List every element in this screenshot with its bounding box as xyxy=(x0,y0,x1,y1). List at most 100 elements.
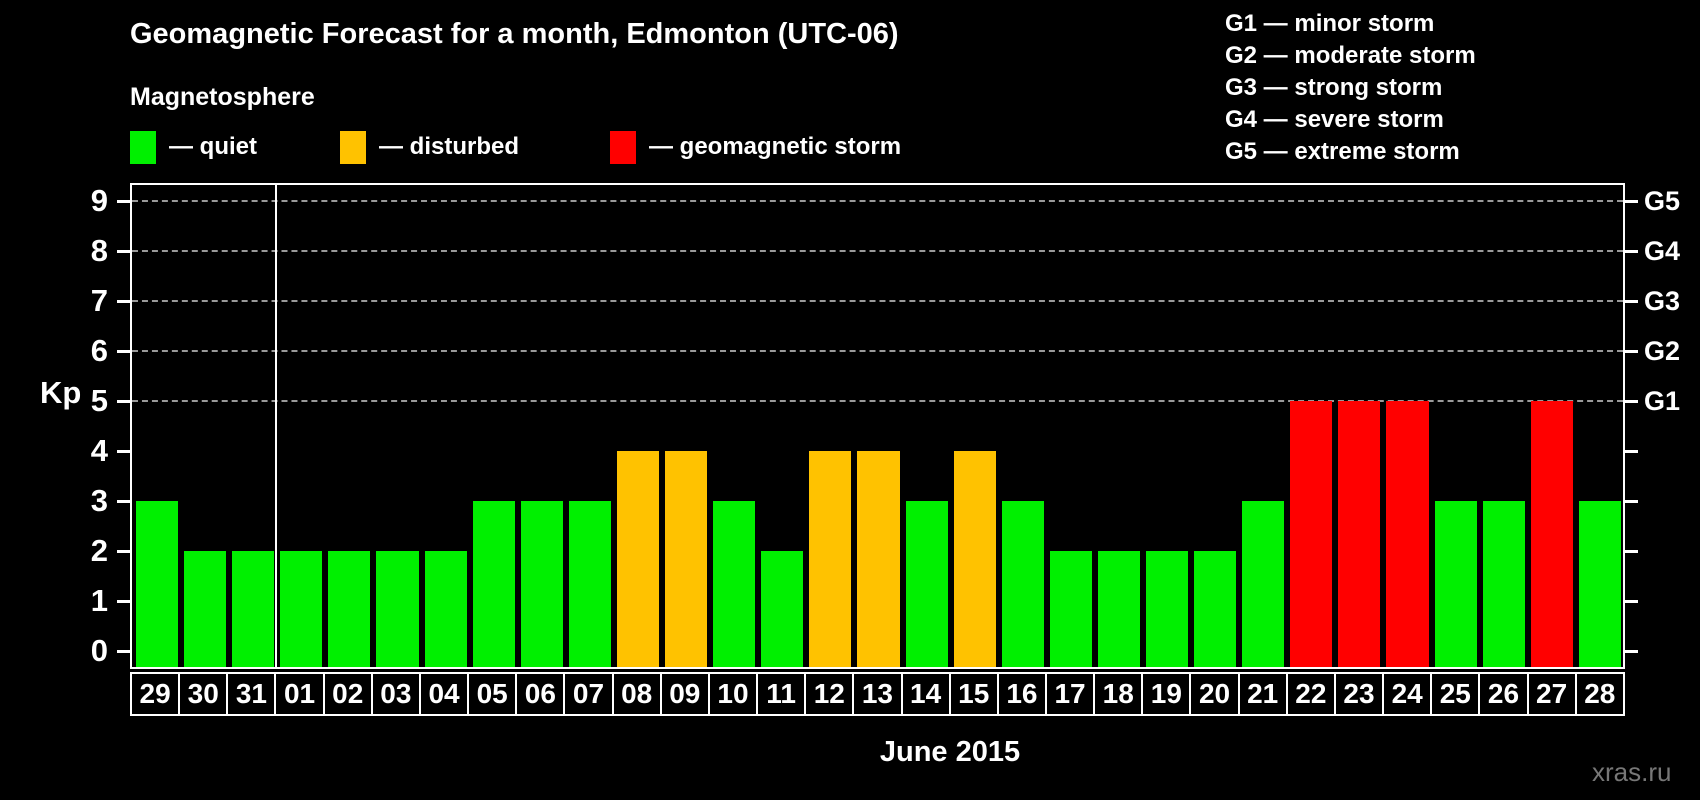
legend-item-label: — disturbed xyxy=(379,133,520,160)
date-cell-11: 11 xyxy=(756,672,807,716)
bar-slot xyxy=(1431,185,1479,667)
kp-bar-day-05 xyxy=(472,501,515,667)
date-cell-04: 04 xyxy=(418,672,470,716)
storm-scale-line: G4 — severe storm xyxy=(1225,106,1444,133)
kp-bar-day-03 xyxy=(376,551,419,667)
bar-slot xyxy=(757,185,805,667)
date-cell-27: 27 xyxy=(1526,672,1577,716)
bar-slot xyxy=(1575,185,1623,667)
bar-slot xyxy=(372,185,420,667)
bar-slot xyxy=(998,185,1046,667)
date-cell-28: 28 xyxy=(1574,672,1625,716)
watermark: xras.ru xyxy=(1592,757,1672,787)
kp-bar-day-25 xyxy=(1434,501,1477,667)
bar-slot xyxy=(1142,185,1190,667)
y-tick-left-6 xyxy=(117,350,130,353)
date-cell-16: 16 xyxy=(996,672,1047,716)
bar-slot xyxy=(132,185,180,667)
kp-bar-day-14 xyxy=(905,501,948,667)
bar-slot xyxy=(1190,185,1238,667)
kp-bar-day-19 xyxy=(1145,551,1189,667)
kp-bar-day-06 xyxy=(520,501,563,667)
disturbed-color-swatch xyxy=(340,130,366,164)
bar-slot xyxy=(276,185,324,667)
legend-item-disturbed: — disturbed xyxy=(340,129,519,165)
y-tick-label-8: 8 xyxy=(90,233,108,268)
date-cell-15: 15 xyxy=(948,672,999,716)
kp-bar-day-17 xyxy=(1049,551,1092,667)
magnetosphere-label: Magnetosphere xyxy=(130,83,315,111)
bar-slot xyxy=(1382,185,1430,667)
kp-bar-day-24 xyxy=(1386,401,1429,667)
plot-area xyxy=(130,183,1625,669)
date-cell-19: 19 xyxy=(1141,672,1192,716)
bar-slot xyxy=(1527,185,1575,667)
bar-slot xyxy=(661,185,709,667)
kp-bar-day-30 xyxy=(184,551,227,667)
storm-scale-legend: G1 — minor storm G2 — moderate storm G3 — … xyxy=(1225,8,1476,168)
date-cell-12: 12 xyxy=(804,672,855,716)
kp-bar-day-09 xyxy=(665,451,708,667)
bar-slot xyxy=(805,185,853,667)
storm-scale-line: G2 — moderate storm xyxy=(1225,42,1476,69)
y-tick-right-1 xyxy=(1625,600,1638,603)
bar-slot xyxy=(565,185,613,667)
y-tick-right-9 xyxy=(1625,200,1638,203)
date-cell-14: 14 xyxy=(900,672,951,716)
y-tick-label-0: 0 xyxy=(90,633,108,668)
date-cell-18: 18 xyxy=(1093,672,1144,716)
y-tick-label-5: 5 xyxy=(90,383,108,418)
kp-bar-day-07 xyxy=(568,501,611,667)
date-cell-13: 13 xyxy=(852,672,903,716)
date-cell-06: 06 xyxy=(515,672,566,716)
kp-bar-day-13 xyxy=(857,451,900,667)
kp-bar-day-26 xyxy=(1482,501,1525,667)
kp-bar-day-20 xyxy=(1194,551,1237,667)
kp-bar-day-10 xyxy=(713,501,756,667)
bar-slot xyxy=(324,185,372,667)
bar-slot xyxy=(1238,185,1286,667)
date-cell-21: 21 xyxy=(1237,672,1288,716)
bar-slot xyxy=(1094,185,1142,667)
kp-bar-day-08 xyxy=(616,451,660,667)
y-tick-left-9 xyxy=(117,200,130,203)
kp-bar-day-04 xyxy=(424,551,467,667)
date-cell-01: 01 xyxy=(274,672,325,716)
kp-bar-day-16 xyxy=(1001,501,1044,667)
gridline-kp7 xyxy=(132,300,1623,302)
kp-bar-day-29 xyxy=(136,501,179,667)
y-tick-label-6: 6 xyxy=(90,333,108,368)
y-tick-right-5 xyxy=(1625,400,1638,403)
y-tick-right-2 xyxy=(1625,550,1638,553)
y-tick-right-4 xyxy=(1625,450,1638,453)
y-tick-right-0 xyxy=(1625,650,1638,653)
grid-layer xyxy=(132,185,1623,667)
gridline-kp8 xyxy=(132,250,1623,252)
kp-bar-day-22 xyxy=(1290,401,1333,667)
chart-title: Geomagnetic Forecast for a month, Edmont… xyxy=(130,18,899,50)
quiet-color-swatch xyxy=(130,130,156,164)
storm-scale-line: G3 — strong storm xyxy=(1225,74,1443,101)
y-tick-label-1: 1 xyxy=(90,583,108,618)
kp-bar-day-21 xyxy=(1242,501,1285,667)
legend-item-quiet: — quiet xyxy=(130,129,257,165)
bar-slot xyxy=(517,185,565,667)
y-tick-left-5 xyxy=(117,400,130,403)
y-tick-right-3 xyxy=(1625,500,1638,503)
legend-item-label: — geomagnetic storm xyxy=(649,133,902,160)
y-tick-label-9: 9 xyxy=(90,183,108,218)
storm-scale-line: G1 — minor storm xyxy=(1225,10,1435,37)
gridline-kp5 xyxy=(132,400,1623,402)
bar-slot xyxy=(469,185,517,667)
y-tick-label-7: 7 xyxy=(90,283,108,318)
y-tick-right-6 xyxy=(1625,350,1638,353)
kp-bar-day-01 xyxy=(280,551,323,667)
date-cell-31: 31 xyxy=(226,672,277,716)
gridline-kp9 xyxy=(132,200,1623,202)
g-scale-label-G2: G2 xyxy=(1644,336,1681,366)
month-separator-line xyxy=(275,185,278,667)
kp-bar-day-18 xyxy=(1097,551,1140,667)
date-cell-05: 05 xyxy=(467,672,518,716)
y-tick-label-3: 3 xyxy=(90,483,108,518)
